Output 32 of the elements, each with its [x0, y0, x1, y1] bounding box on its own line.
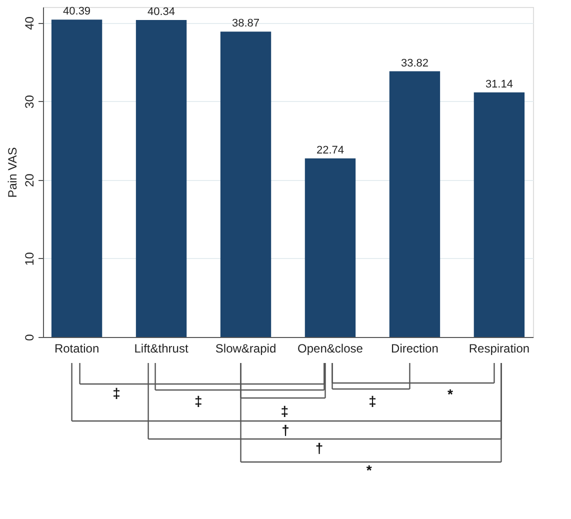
- data-label: 38.87: [232, 18, 260, 30]
- text: ‡: [280, 403, 289, 419]
- bar: [304, 158, 356, 337]
- data-label: 40.34: [148, 6, 176, 18]
- y-axis-title: Pain VAS: [6, 147, 20, 198]
- bar: [389, 71, 440, 337]
- x-tick-label: Lift&thrust: [134, 342, 189, 356]
- bar: [474, 92, 525, 337]
- x-tick-label: Respiration: [468, 342, 530, 356]
- data-label: 40.39: [63, 6, 91, 18]
- x-tick-label: Slow&rapid: [215, 342, 276, 356]
- x-tick-label: Direction: [391, 342, 438, 356]
- y-tick-label: 30: [22, 94, 36, 108]
- text: ‡: [368, 393, 376, 409]
- y-tick-label: 40: [22, 16, 36, 30]
- data-label: 33.82: [400, 57, 428, 70]
- bar: [51, 20, 102, 337]
- text: *: [447, 386, 454, 402]
- data-label: 31.14: [485, 78, 513, 90]
- text: ‡: [112, 385, 120, 401]
- bar: [136, 20, 187, 337]
- x-tick-label: Open&close: [298, 342, 364, 356]
- text: ‡: [194, 393, 202, 409]
- data-label: 22.74: [316, 144, 344, 156]
- y-tick-label: 0: [22, 334, 36, 341]
- bar: [220, 32, 272, 337]
- text: †: [282, 422, 290, 438]
- text: †: [315, 440, 324, 456]
- x-tick-label: Rotation: [54, 342, 100, 356]
- y-tick-label: 20: [22, 173, 36, 188]
- y-tick-label: 10: [22, 252, 36, 266]
- text: *: [366, 462, 372, 478]
